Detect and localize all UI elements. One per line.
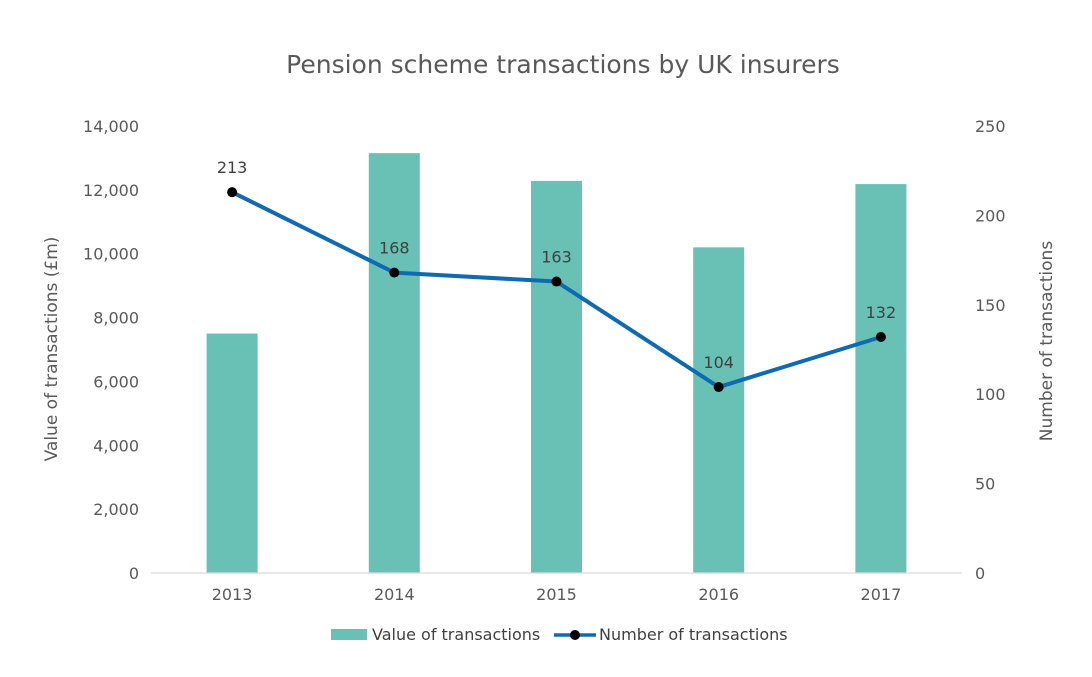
y-right-tick: 100 [975,385,1006,404]
y-left-tick: 14,000 [83,117,139,136]
legend-marker-number [570,630,580,640]
data-label-2016: 104 [703,353,734,372]
legend-swatch-value [331,629,367,640]
data-label-2017: 132 [866,303,897,322]
y-right-tick: 250 [975,117,1006,136]
legend-label-number: Number of transactions [599,625,788,644]
x-tick-2013: 2013 [212,585,253,604]
bar-2017 [855,184,907,574]
point-2016 [713,382,724,393]
y-left-tick: 0 [129,564,139,583]
right-axis-ticks: 0 50 100 150 200 250 [975,117,1006,583]
y-left-tick: 10,000 [83,245,139,264]
y-axis-right-label: Number of transactions [1037,241,1057,442]
left-axis-ticks: 0 2,000 4,000 6,000 8,000 10,000 12,000 14,000 [83,117,139,583]
chart-title: Pension scheme transactions by UK insure… [286,50,840,79]
legend: Value of transactions Number of transact… [331,625,788,644]
x-tick-2016: 2016 [698,585,739,604]
bar-2014 [368,153,420,573]
point-2015 [551,276,562,287]
point-2017 [875,331,886,342]
bar-2015 [531,180,582,573]
data-labels-layer: 213 168 163 104 132 [217,158,896,372]
bar-2013 [206,333,258,573]
x-tick-2015: 2015 [536,585,577,604]
data-label-2014: 168 [379,239,410,258]
y-left-tick: 2,000 [93,500,139,519]
y-axis-left-label: Value of transactions (£m) [42,237,62,462]
y-right-tick: 50 [975,475,995,494]
y-left-tick: 8,000 [93,309,139,328]
y-left-tick: 12,000 [83,181,139,200]
y-right-tick: 200 [975,206,1006,225]
y-right-tick: 0 [975,564,985,583]
point-2014 [389,267,400,278]
y-left-tick: 4,000 [93,436,139,455]
line-layer [227,187,886,393]
data-label-2015: 163 [541,248,572,267]
bars-layer [206,153,907,574]
bar-2016 [693,247,745,574]
point-2013 [227,187,238,198]
y-left-tick: 6,000 [93,372,139,391]
y-right-tick: 150 [975,296,1006,315]
x-tick-2017: 2017 [861,585,902,604]
legend-label-value: Value of transactions [372,625,540,644]
x-tick-2014: 2014 [374,585,415,604]
x-axis-ticks: 2013 2014 2015 2016 2017 [212,585,902,604]
data-label-2013: 213 [217,158,248,177]
